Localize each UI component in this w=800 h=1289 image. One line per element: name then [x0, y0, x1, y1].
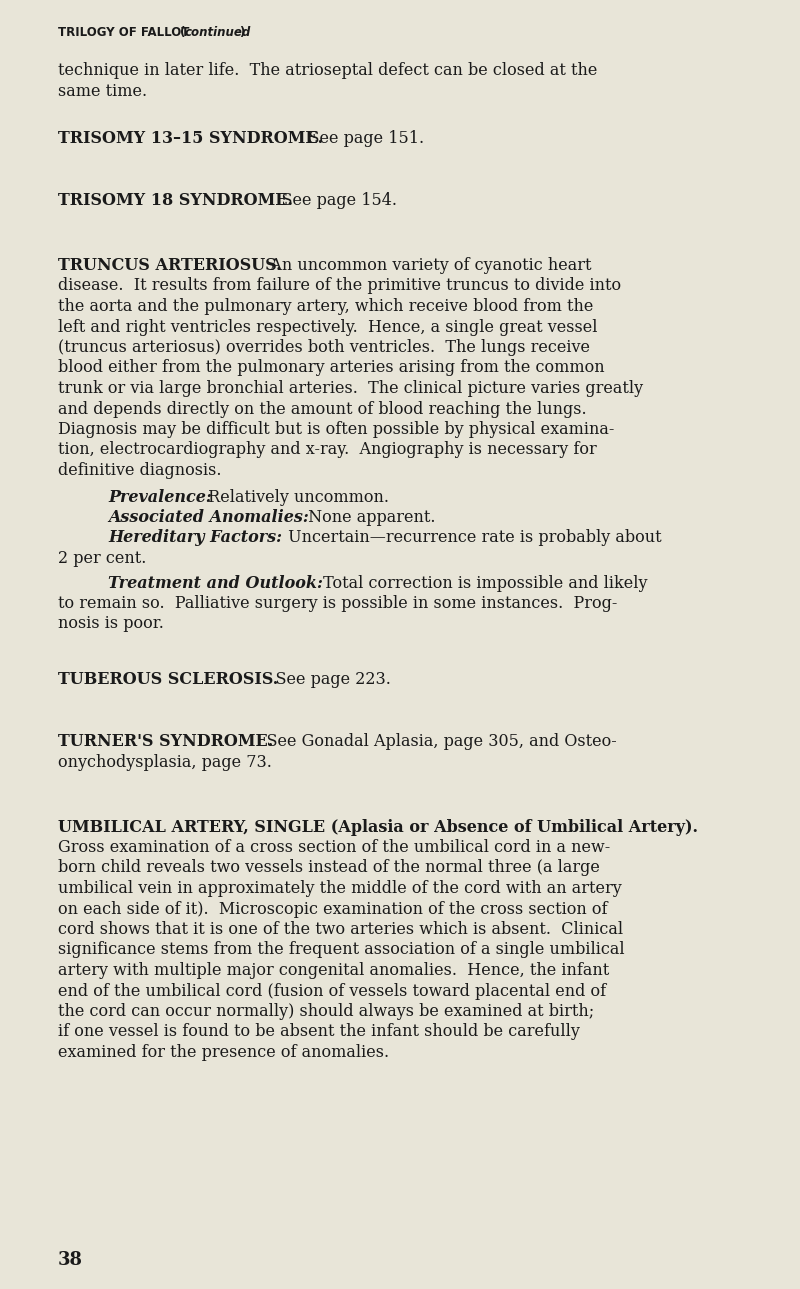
Text: (truncus arteriosus) overrides both ventricles.  The lungs receive: (truncus arteriosus) overrides both vent… [58, 339, 590, 356]
Text: end of the umbilical cord (fusion of vessels toward placental end of: end of the umbilical cord (fusion of ves… [58, 982, 606, 999]
Text: None apparent.: None apparent. [303, 509, 435, 526]
Text: left and right ventricles respectively.  Hence, a single great vessel: left and right ventricles respectively. … [58, 318, 598, 335]
Text: technique in later life.  The atrioseptal defect can be closed at the: technique in later life. The atrioseptal… [58, 62, 598, 79]
Text: Treatment and Outlook:: Treatment and Outlook: [108, 575, 323, 592]
Text: umbilical vein in approximately the middle of the cord with an artery: umbilical vein in approximately the midd… [58, 880, 622, 897]
Text: TRUNCUS ARTERIOSUS.: TRUNCUS ARTERIOSUS. [58, 257, 282, 275]
Text: and depends directly on the amount of blood reaching the lungs.: and depends directly on the amount of bl… [58, 401, 586, 418]
Text: Prevalence:: Prevalence: [108, 489, 212, 505]
Text: examined for the presence of anomalies.: examined for the presence of anomalies. [58, 1044, 389, 1061]
Text: Diagnosis may be difficult but is often possible by physical examina-: Diagnosis may be difficult but is often … [58, 422, 614, 438]
Text: same time.: same time. [58, 82, 147, 99]
Text: nosis is poor.: nosis is poor. [58, 616, 164, 633]
Text: Associated Anomalies:: Associated Anomalies: [108, 509, 309, 526]
Text: Uncertain—recurrence rate is probably about: Uncertain—recurrence rate is probably ab… [283, 530, 662, 547]
Text: See page 223.: See page 223. [255, 672, 391, 688]
Text: to remain so.  Palliative surgery is possible in some instances.  Prog-: to remain so. Palliative surgery is poss… [58, 596, 618, 612]
Text: on each side of it).  Microscopic examination of the cross section of: on each side of it). Microscopic examina… [58, 901, 607, 918]
Text: An uncommon variety of cyanotic heart: An uncommon variety of cyanotic heart [255, 257, 591, 275]
Text: the cord can occur normally) should always be examined at birth;: the cord can occur normally) should alwa… [58, 1003, 594, 1020]
Text: 38: 38 [58, 1252, 83, 1268]
Text: See page 151.: See page 151. [288, 130, 424, 147]
Text: TRISOMY 18 SYNDROME.: TRISOMY 18 SYNDROME. [58, 192, 293, 209]
Text: See page 154.: See page 154. [261, 192, 397, 209]
Text: onychodysplasia, page 73.: onychodysplasia, page 73. [58, 754, 272, 771]
Text: Total correction is impossible and likely: Total correction is impossible and likel… [318, 575, 647, 592]
Text: cord shows that it is one of the two arteries which is absent.  Clinical: cord shows that it is one of the two art… [58, 922, 623, 938]
Text: TRILOGY OF FALLOT: TRILOGY OF FALLOT [58, 26, 194, 39]
Text: artery with multiple major congenital anomalies.  Hence, the infant: artery with multiple major congenital an… [58, 962, 610, 980]
Text: TRISOMY 13–15 SYNDROME.: TRISOMY 13–15 SYNDROME. [58, 130, 323, 147]
Text: tion, electrocardiography and x-ray.  Angiography is necessary for: tion, electrocardiography and x-ray. Ang… [58, 442, 597, 459]
Text: significance stems from the frequent association of a single umbilical: significance stems from the frequent ass… [58, 941, 625, 959]
Text: TURNER'S SYNDROME.: TURNER'S SYNDROME. [58, 733, 274, 750]
Text: Relatively uncommon.: Relatively uncommon. [203, 489, 389, 505]
Text: Hereditary Factors:: Hereditary Factors: [108, 530, 282, 547]
Text: ): ) [239, 26, 244, 39]
Text: See Gonadal Aplasia, page 305, and Osteo-: See Gonadal Aplasia, page 305, and Osteo… [246, 733, 617, 750]
Text: born child reveals two vessels instead of the normal three (a large: born child reveals two vessels instead o… [58, 860, 600, 877]
Text: blood either from the pulmonary arteries arising from the common: blood either from the pulmonary arteries… [58, 360, 605, 376]
Text: trunk or via large bronchial arteries.  The clinical picture varies greatly: trunk or via large bronchial arteries. T… [58, 380, 643, 397]
Text: disease.  It results from failure of the primitive truncus to divide into: disease. It results from failure of the … [58, 277, 621, 294]
Text: Gross examination of a cross section of the umbilical cord in a new-: Gross examination of a cross section of … [58, 839, 610, 856]
Text: (: ( [180, 26, 186, 39]
Text: UMBILICAL ARTERY, SINGLE (Aplasia or Absence of Umbilical Artery).: UMBILICAL ARTERY, SINGLE (Aplasia or Abs… [58, 819, 698, 835]
Text: if one vessel is found to be absent the infant should be carefully: if one vessel is found to be absent the … [58, 1023, 580, 1040]
Text: definitive diagnosis.: definitive diagnosis. [58, 461, 222, 480]
Text: TUBEROUS SCLEROSIS.: TUBEROUS SCLEROSIS. [58, 672, 278, 688]
Text: the aorta and the pulmonary artery, which receive blood from the: the aorta and the pulmonary artery, whic… [58, 298, 594, 315]
Text: continued: continued [185, 26, 251, 39]
Text: 2 per cent.: 2 per cent. [58, 550, 146, 567]
